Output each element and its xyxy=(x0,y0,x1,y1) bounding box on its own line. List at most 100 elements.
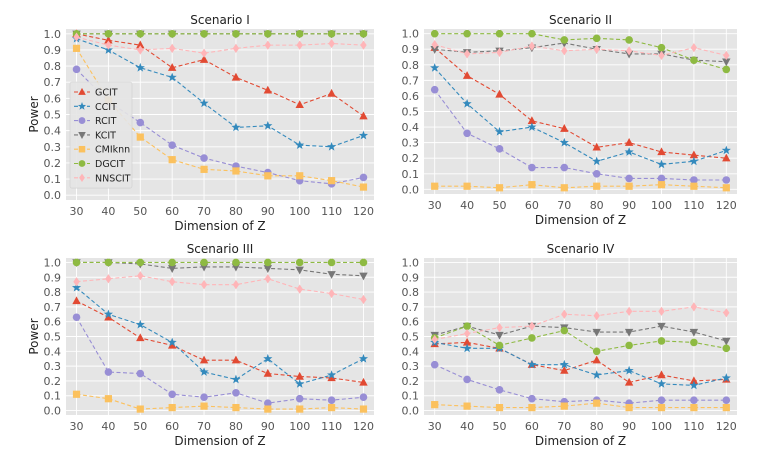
data-point xyxy=(560,163,569,172)
data-point xyxy=(527,122,537,131)
data-point xyxy=(264,274,272,284)
x-tick-label: 50 xyxy=(133,205,147,218)
data-point xyxy=(328,38,335,49)
y-tick-label: 1.0 xyxy=(44,28,62,41)
data-point xyxy=(592,169,601,178)
y-tick-label: 0.5 xyxy=(44,331,62,344)
series-line xyxy=(76,316,364,404)
series-dgcit xyxy=(72,258,368,267)
data-point xyxy=(105,274,112,284)
data-point xyxy=(592,355,601,364)
data-point xyxy=(327,370,337,379)
data-point xyxy=(168,258,176,267)
y-tick-label: 1.0 xyxy=(402,28,420,41)
data-point xyxy=(135,319,145,329)
data-point xyxy=(136,133,144,141)
data-point xyxy=(327,403,336,412)
data-point xyxy=(168,43,176,53)
x-tick-label: 80 xyxy=(590,420,604,433)
data-point xyxy=(168,141,176,149)
y-tick-label: 0.4 xyxy=(402,345,420,358)
data-point xyxy=(104,368,113,376)
data-point xyxy=(136,369,145,378)
series-line xyxy=(434,364,727,404)
data-point xyxy=(295,371,304,380)
data-point xyxy=(689,150,699,159)
data-point xyxy=(359,272,368,281)
data-point xyxy=(73,277,80,287)
data-point xyxy=(463,402,471,410)
y-tick-label: 0.8 xyxy=(402,59,420,72)
data-point xyxy=(231,263,241,272)
y-axis-label: Power xyxy=(27,96,41,132)
x-axis-label: Dimension of Z xyxy=(535,213,626,227)
series-line xyxy=(76,275,364,301)
x-tick-label: 50 xyxy=(492,420,506,433)
data-point xyxy=(263,265,273,273)
data-point xyxy=(327,141,337,151)
legend-entry-gcit: GCIT xyxy=(74,88,118,99)
data-point xyxy=(200,165,208,173)
data-point xyxy=(72,44,81,52)
data-point xyxy=(592,347,601,356)
legend-entry-rcit: RCIT xyxy=(74,116,117,127)
data-point xyxy=(496,47,503,57)
data-point xyxy=(358,130,369,140)
legend-label: NNSCIT xyxy=(95,173,131,184)
x-tick-label: 80 xyxy=(229,420,243,433)
x-tick-label: 100 xyxy=(651,199,672,212)
series-dgcit xyxy=(430,29,731,74)
data-point xyxy=(656,379,667,388)
x-tick-label: 40 xyxy=(460,199,474,212)
data-point xyxy=(232,403,240,412)
legend-entry-nnscit: NNSCIT xyxy=(74,173,131,184)
data-point xyxy=(528,403,536,412)
chart-title: Scenario IV xyxy=(547,242,616,256)
data-point xyxy=(560,124,569,132)
data-point xyxy=(592,142,601,151)
data-point xyxy=(295,379,305,388)
legend-label: CCIT xyxy=(95,102,117,113)
data-point xyxy=(104,35,113,44)
data-point xyxy=(624,377,634,386)
y-axis-label: Power xyxy=(27,318,41,354)
data-point xyxy=(231,355,241,364)
data-point xyxy=(495,386,504,394)
data-point xyxy=(137,45,144,55)
y-tick-label: 0.3 xyxy=(402,137,420,150)
data-point xyxy=(296,405,304,413)
data-point xyxy=(528,394,536,403)
data-point xyxy=(358,353,369,363)
legend-box xyxy=(69,81,133,189)
x-tick-label: 50 xyxy=(133,420,147,433)
chart-title: Scenario I xyxy=(190,13,250,27)
y-tick-label: 0.4 xyxy=(44,125,62,138)
data-point xyxy=(722,65,731,74)
y-tick-label: 0.6 xyxy=(44,316,62,329)
data-point xyxy=(625,46,633,56)
series-nnscit xyxy=(431,39,730,61)
legend: GCIT CCIT RCIT KCIT CMIknn DGCIT NNSCIT xyxy=(69,81,133,189)
legend-marker xyxy=(78,87,86,95)
data-point xyxy=(656,159,667,169)
x-tick-label: 120 xyxy=(716,199,737,212)
data-point xyxy=(72,258,81,267)
data-point xyxy=(462,98,472,108)
data-point xyxy=(136,405,144,413)
data-point xyxy=(72,390,81,398)
data-point xyxy=(168,390,176,399)
data-point xyxy=(495,341,504,350)
data-point xyxy=(167,265,177,273)
data-point xyxy=(430,85,439,94)
data-point xyxy=(105,40,112,50)
data-point xyxy=(327,373,336,382)
x-tick-label: 100 xyxy=(289,205,310,218)
data-point xyxy=(495,403,504,412)
data-point xyxy=(657,181,666,189)
data-point xyxy=(463,49,471,59)
panel-2: 0.0 0.1 0.2 0.3 0.4 0.5 0.6 0.7 0.8 0.9 1.0 30 40 50 6… xyxy=(402,13,737,227)
data-point xyxy=(327,88,336,97)
data-point xyxy=(528,29,536,38)
series-line xyxy=(76,38,364,148)
y-tick-label: 0.9 xyxy=(44,271,62,284)
